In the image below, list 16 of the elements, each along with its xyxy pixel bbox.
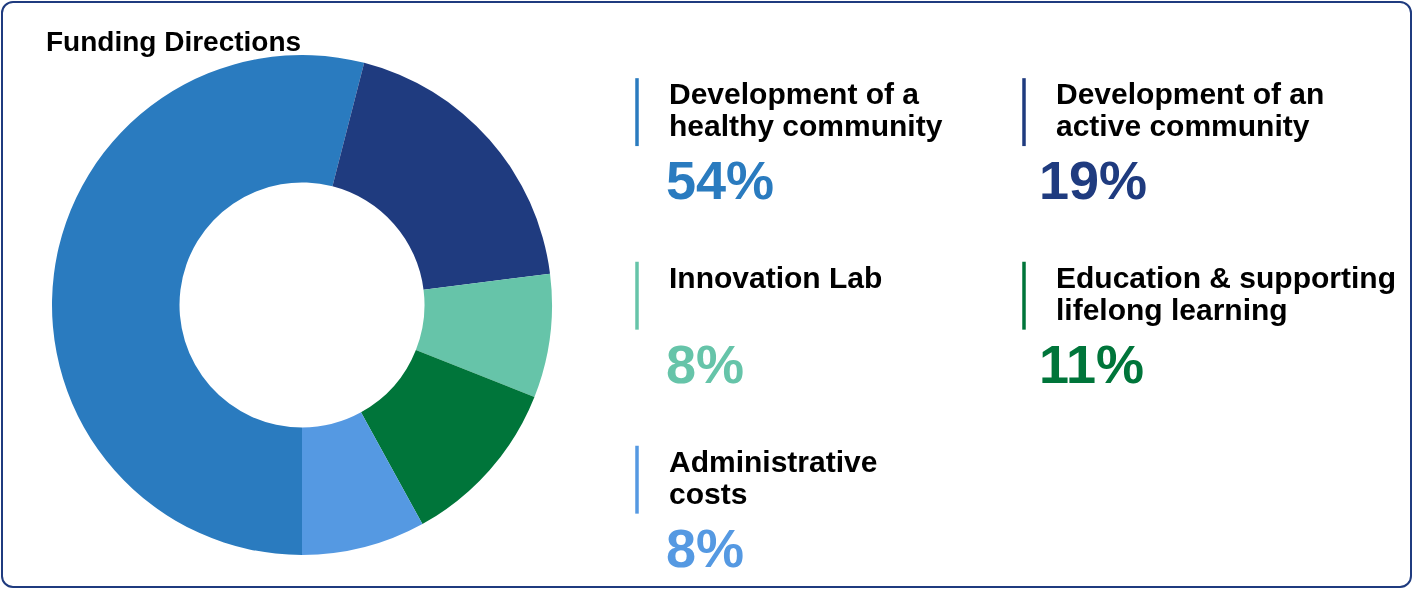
data-label: 19% [1039,150,1148,210]
chart-title: Funding Directions [46,26,302,58]
data-label: 54% [666,150,775,210]
legend-label: Education & supporting lifelong learning [1056,260,1396,326]
donut-slice [361,350,535,525]
donut-slice [415,273,552,398]
data-label: 11% [1039,334,1145,394]
data-label: 8% [666,518,745,578]
legend-label: Development of a healthy community [669,76,943,142]
donut-slice [302,412,423,555]
legend-label: Development of an active community [1056,76,1325,142]
donut-slice [332,62,551,290]
donut-slice [52,55,365,555]
legend-label: Administrative costs [669,444,878,510]
data-label: 8% [666,334,745,394]
legend-label: Innovation Lab [669,260,883,294]
